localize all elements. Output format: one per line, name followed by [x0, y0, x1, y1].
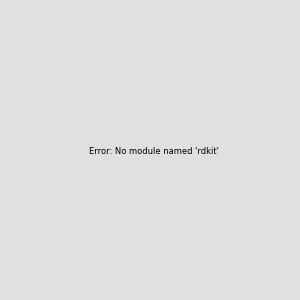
Text: Error: No module named 'rdkit': Error: No module named 'rdkit': [89, 147, 219, 156]
